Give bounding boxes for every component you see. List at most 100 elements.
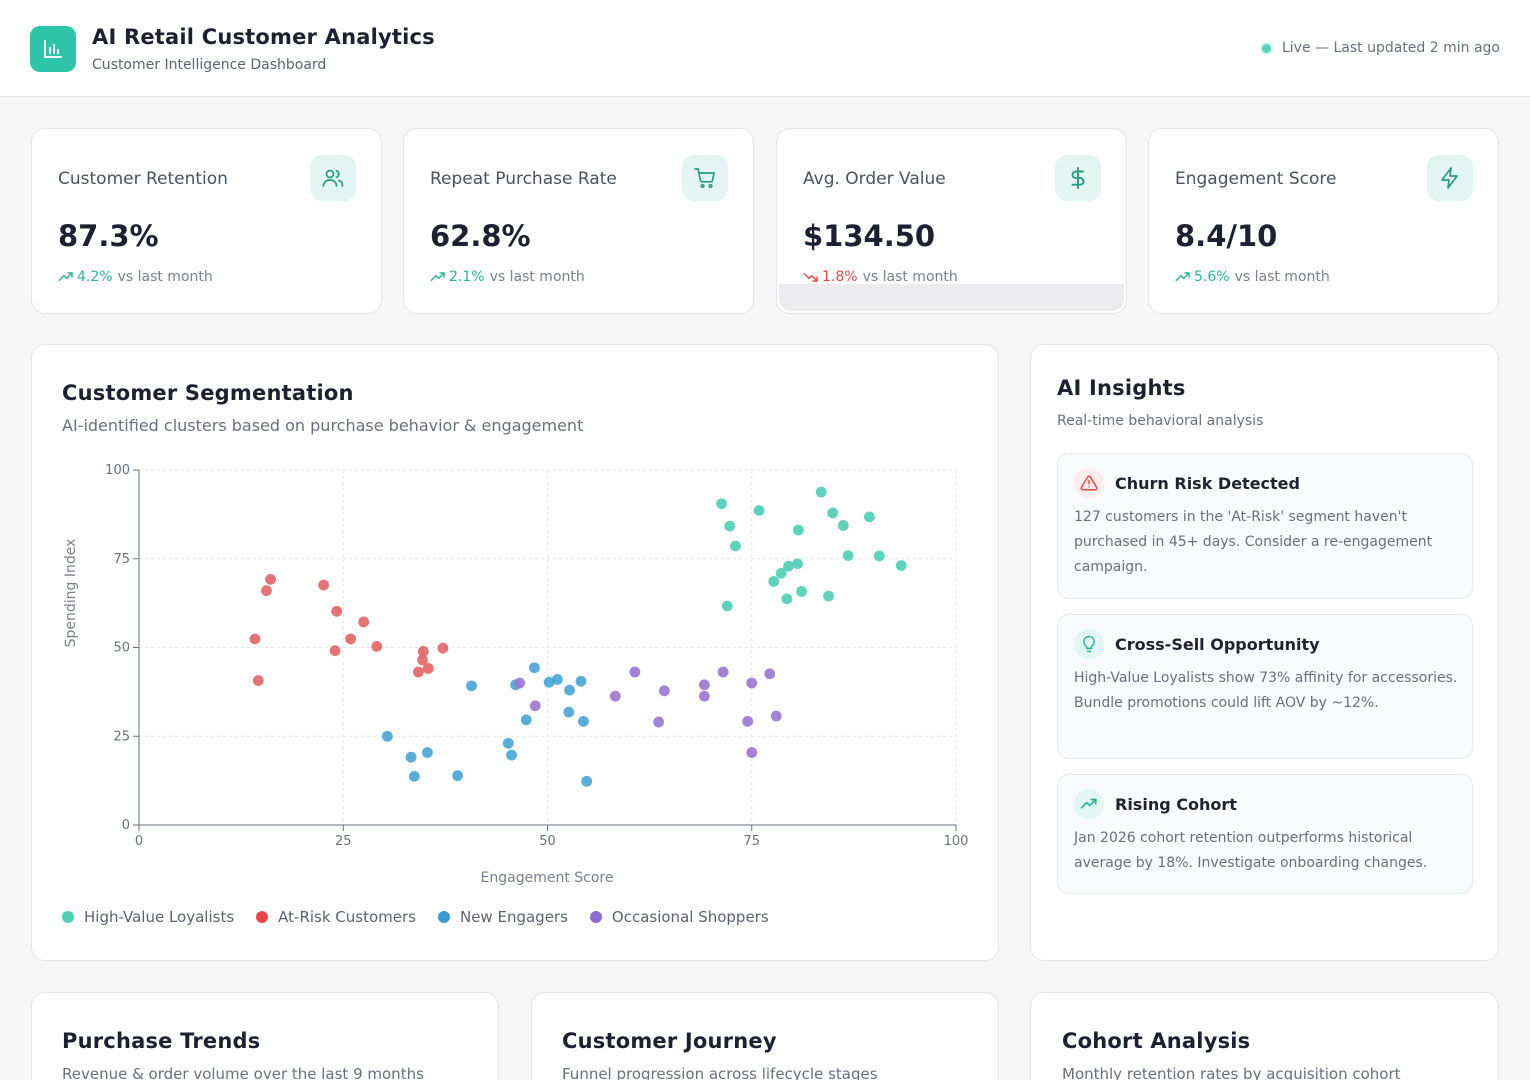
point-at-risk-customers[interactable] <box>252 675 264 686</box>
point-at-risk-customers[interactable] <box>437 642 449 654</box>
kpi-card-repeat-purchase-rate[interactable]: Repeat Purchase Rate 62.8% 2.1% vs last … <box>403 128 754 314</box>
point-at-risk-customers[interactable] <box>249 633 261 645</box>
point-occasional-shoppers[interactable] <box>746 677 758 689</box>
point-new-engagers[interactable] <box>422 747 433 758</box>
point-occasional-shoppers[interactable] <box>746 747 758 758</box>
point-high-value-loyalists[interactable] <box>730 540 741 552</box>
segmentation-scatter-chart: 0 25 50 75 100 0 25 50 75 100 Engagement Score Sp… <box>63 463 969 886</box>
point-new-engagers[interactable] <box>578 715 589 727</box>
alert-triangle-icon <box>1074 468 1104 498</box>
point-occasional-shoppers[interactable] <box>658 685 670 697</box>
y-tick-label: 75 <box>113 552 130 567</box>
bolt-icon <box>1427 155 1473 201</box>
point-high-value-loyalists[interactable] <box>716 498 727 510</box>
point-high-value-loyalists[interactable] <box>753 505 765 516</box>
point-at-risk-customers[interactable] <box>261 585 272 597</box>
point-at-risk-customers[interactable] <box>331 605 343 617</box>
point-occasional-shoppers[interactable] <box>529 700 541 712</box>
legend-item-occasional-shoppers[interactable]: Occasional Shoppers <box>589 908 769 926</box>
point-new-engagers[interactable] <box>563 706 575 718</box>
point-new-engagers[interactable] <box>381 730 393 742</box>
point-high-value-loyalists[interactable] <box>721 600 733 612</box>
y-tick-label: 25 <box>113 729 130 744</box>
point-high-value-loyalists[interactable] <box>775 567 787 579</box>
point-at-risk-customers[interactable] <box>413 666 424 678</box>
kpi-delta-suffix: vs last month <box>489 269 585 285</box>
point-high-value-loyalists[interactable] <box>796 586 807 597</box>
point-high-value-loyalists[interactable] <box>768 576 780 587</box>
legend-item-new-engagers[interactable]: New Engagers <box>437 908 568 926</box>
point-occasional-shoppers[interactable] <box>698 690 710 702</box>
insight-rising-cohort[interactable]: Rising Cohort Jan 2026 cohort retention … <box>1057 774 1473 894</box>
point-new-engagers[interactable] <box>551 674 563 685</box>
point-at-risk-customers[interactable] <box>318 579 330 591</box>
point-high-value-loyalists[interactable] <box>792 524 804 536</box>
point-high-value-loyalists[interactable] <box>781 593 793 605</box>
point-new-engagers[interactable] <box>466 680 477 692</box>
point-new-engagers[interactable] <box>502 737 514 749</box>
point-high-value-loyalists[interactable] <box>873 550 885 562</box>
insight-cross-sell[interactable]: Cross-Sell Opportunity High-Value Loyali… <box>1057 614 1473 759</box>
point-at-risk-customers[interactable] <box>265 573 276 585</box>
legend-item-at-risk-customers[interactable]: At-Risk Customers <box>256 908 416 926</box>
kpi-card-engagement-score[interactable]: Engagement Score 8.4/10 5.6% vs last mon… <box>1148 128 1499 314</box>
point-at-risk-customers[interactable] <box>417 646 429 657</box>
trending-up-icon <box>1175 272 1190 282</box>
point-occasional-shoppers[interactable] <box>609 690 621 702</box>
point-new-engagers[interactable] <box>581 775 593 787</box>
point-new-engagers[interactable] <box>405 751 417 763</box>
chart-legend: High-Value Loyalists At-Risk Customers N… <box>62 908 791 926</box>
point-occasional-shoppers[interactable] <box>514 677 526 689</box>
point-occasional-shoppers[interactable] <box>629 666 641 678</box>
point-at-risk-customers[interactable] <box>422 663 434 674</box>
point-at-risk-customers[interactable] <box>345 633 357 645</box>
kpi-card-avg-order-value[interactable]: Avg. Order Value $134.50 1.8% vs last mo… <box>776 128 1127 314</box>
point-new-engagers[interactable] <box>543 676 555 688</box>
point-high-value-loyalists[interactable] <box>837 519 849 531</box>
kpi-card-customer-retention[interactable]: Customer Retention 87.3% 4.2% vs last mo… <box>31 128 382 314</box>
insight-title: Rising Cohort <box>1115 795 1237 814</box>
point-new-engagers[interactable] <box>520 714 532 726</box>
kpi-value: 62.8% <box>430 219 531 253</box>
kpi-delta-percent: 1.8% <box>822 269 858 285</box>
app-title: AI Retail Customer Analytics <box>92 25 435 49</box>
point-occasional-shoppers[interactable] <box>742 715 754 727</box>
x-tick-label: 100 <box>944 834 969 849</box>
point-high-value-loyalists[interactable] <box>724 520 736 532</box>
point-at-risk-customers[interactable] <box>358 616 370 628</box>
legend-label: Occasional Shoppers <box>611 908 769 926</box>
legend-item-high-value-loyalists[interactable]: High-Value Loyalists <box>62 908 234 926</box>
point-high-value-loyalists[interactable] <box>827 507 839 519</box>
insight-churn-risk[interactable]: Churn Risk Detected 127 customers in the… <box>1057 453 1473 599</box>
point-at-risk-customers[interactable] <box>371 641 383 652</box>
point-high-value-loyalists[interactable] <box>823 590 834 602</box>
point-high-value-loyalists[interactable] <box>783 560 794 572</box>
point-high-value-loyalists[interactable] <box>792 558 803 570</box>
point-occasional-shoppers[interactable] <box>717 666 729 678</box>
kpi-value: $134.50 <box>803 219 936 253</box>
point-new-engagers[interactable] <box>452 770 464 782</box>
point-new-engagers[interactable] <box>575 675 587 687</box>
point-high-value-loyalists[interactable] <box>863 511 875 523</box>
kpi-delta-suffix: vs last month <box>862 269 958 285</box>
point-high-value-loyalists[interactable] <box>815 486 827 498</box>
point-occasional-shoppers[interactable] <box>770 710 782 722</box>
legend-label: High-Value Loyalists <box>84 908 235 926</box>
insights-subtitle: Real-time behavioral analysis <box>1057 413 1264 429</box>
point-occasional-shoppers[interactable] <box>698 679 710 691</box>
kpi-label: Customer Retention <box>58 169 228 189</box>
point-occasional-shoppers[interactable] <box>653 716 665 728</box>
point-occasional-shoppers[interactable] <box>764 668 776 680</box>
point-at-risk-customers[interactable] <box>417 654 428 666</box>
kpi-delta: 5.6% vs last month <box>1175 269 1330 285</box>
point-new-engagers[interactable] <box>529 662 540 674</box>
point-new-engagers[interactable] <box>506 749 517 761</box>
kpi-value: 8.4/10 <box>1175 219 1278 253</box>
point-high-value-loyalists[interactable] <box>895 560 907 571</box>
legend-dot <box>62 911 74 923</box>
point-high-value-loyalists[interactable] <box>842 550 854 561</box>
y-tick-label: 0 <box>122 818 130 833</box>
point-at-risk-customers[interactable] <box>329 645 341 657</box>
point-new-engagers[interactable] <box>408 770 420 782</box>
point-new-engagers[interactable] <box>564 684 575 696</box>
